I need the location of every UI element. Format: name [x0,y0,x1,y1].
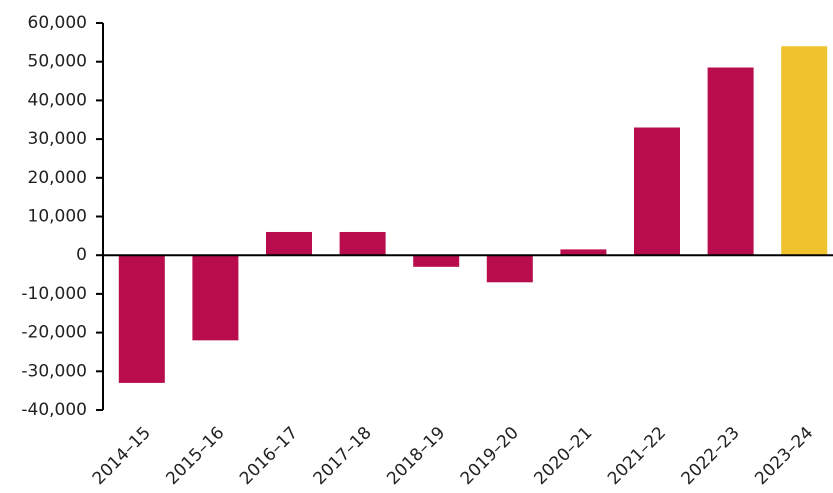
y-tick-label: -10,000 [21,284,87,304]
x-tick-label: 2021–22 [604,423,670,489]
x-tick-label: 2016–17 [236,423,302,489]
bar [413,255,460,267]
y-tick-label: 40,000 [28,90,87,110]
x-tick-label: 2019–20 [457,423,523,489]
y-tick-label: 50,000 [28,52,87,72]
bar [634,127,680,256]
x-tick-label: 2018–19 [383,423,449,489]
x-tick-label: 2014–15 [89,423,155,489]
y-tick-label: 0 [76,245,87,265]
y-tick-label: 10,000 [28,207,87,227]
bar [339,231,386,256]
y-tick-label: 60,000 [28,13,87,33]
bar [266,231,312,256]
y-tick-label: -40,000 [21,400,87,420]
x-tick-label: 2023–24 [751,423,817,489]
x-tick-label: 2017–18 [310,423,376,489]
y-tick-label: -30,000 [21,361,87,381]
x-tick-label: 2022–23 [678,423,744,489]
bar [781,46,828,256]
bar [192,255,239,341]
y-tick-label: 20,000 [28,168,87,188]
y-tick-label: 30,000 [28,129,87,149]
bar [118,255,165,383]
x-tick-label: 2015–16 [162,423,228,489]
bar [486,255,533,283]
x-tick-label: 2020–21 [530,423,596,489]
bar [707,67,754,256]
bar [560,249,607,256]
y-tick-label: -20,000 [21,323,87,343]
